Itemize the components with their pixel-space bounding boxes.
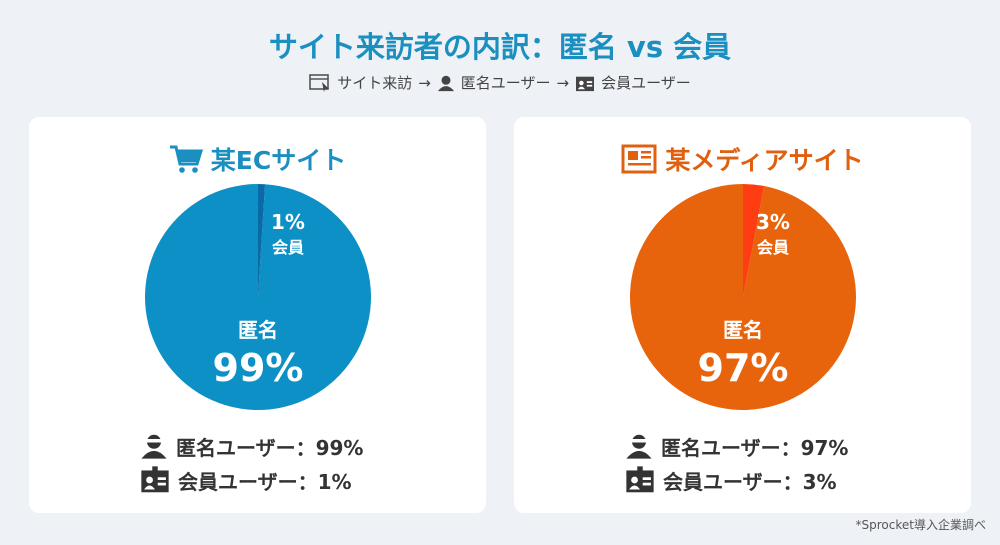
anonymous-user-icon xyxy=(141,434,167,459)
media-site-card: 某メディアサイト 3% 会員匿名 97% 匿名ユーザー：97% 会員ユーザー：3% xyxy=(514,117,971,513)
footnote: *Sprocket導入企業調べ xyxy=(855,518,986,532)
browser-cursor-icon xyxy=(309,73,330,92)
member-category-label: 会員 xyxy=(757,238,789,257)
legend-item-member: 会員ユーザー：3% xyxy=(625,463,848,497)
flow-step-visit: サイト来訪 xyxy=(337,74,413,92)
anonymous-category-label: 匿名 xyxy=(723,318,763,342)
card-title: 某ECサイト xyxy=(29,141,486,177)
legend-item-anonymous: 匿名ユーザー：99% xyxy=(140,429,363,463)
cart-icon xyxy=(169,145,203,173)
card-title: 某メディアサイト xyxy=(514,141,971,177)
anonymous-user-icon xyxy=(626,434,652,459)
pie-slice-member xyxy=(743,184,765,297)
anonymous-percent-label: 97% xyxy=(698,346,789,390)
member-card-icon xyxy=(576,76,595,91)
legend: 匿名ユーザー：97% 会員ユーザー：3% xyxy=(625,429,848,497)
member-card-icon xyxy=(141,466,169,493)
member-card-icon xyxy=(626,466,654,493)
page-title: サイト来訪者の内訳：匿名 vs 会員 xyxy=(268,30,732,64)
anonymous-category-label: 匿名 xyxy=(238,318,278,342)
flow-step-anonymous: 匿名ユーザー xyxy=(460,74,551,92)
member-category-label: 会員 xyxy=(272,238,304,257)
legend-item-anonymous: 匿名ユーザー：97% xyxy=(625,429,848,463)
member-percent-label: 1% xyxy=(271,210,305,234)
visitor-flow: サイト来訪 → 匿名ユーザー → 会員ユーザー xyxy=(0,72,1000,93)
legend: 匿名ユーザー：99% 会員ユーザー：1% xyxy=(140,429,363,497)
flow-arrow: → xyxy=(418,73,431,92)
legend-item-member: 会員ユーザー：1% xyxy=(140,463,363,497)
ec-site-card: 某ECサイト 1% 会員匿名 99% 匿名ユーザー：99% 会員ユーザー：1% xyxy=(29,117,486,513)
flow-step-member: 会員ユーザー xyxy=(601,74,691,92)
anonymous-user-icon xyxy=(437,75,454,91)
pie-slice-member xyxy=(258,184,266,297)
newspaper-icon xyxy=(621,144,657,174)
member-percent-label: 3% xyxy=(756,210,790,234)
anonymous-percent-label: 99% xyxy=(213,346,304,390)
flow-arrow: → xyxy=(556,73,570,92)
